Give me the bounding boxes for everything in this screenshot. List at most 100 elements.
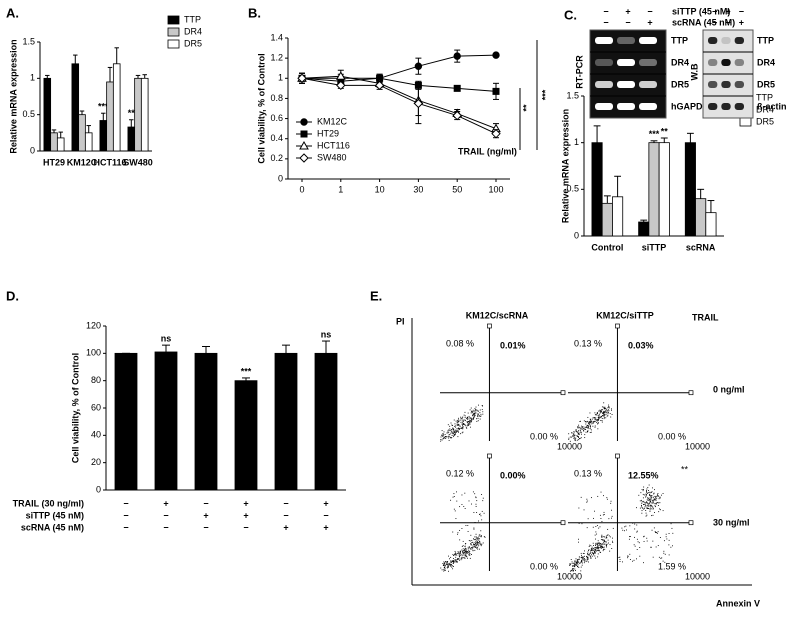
event-dot bbox=[605, 413, 607, 415]
event-dot bbox=[602, 547, 603, 549]
event-dot bbox=[572, 570, 574, 572]
event-dot bbox=[580, 557, 582, 559]
event-dot bbox=[474, 545, 476, 547]
event-dot bbox=[474, 536, 476, 538]
event-dot bbox=[668, 539, 670, 541]
event-dot bbox=[447, 429, 449, 431]
event-dot bbox=[590, 555, 591, 557]
event-dot bbox=[473, 544, 475, 545]
event-dot bbox=[477, 410, 479, 412]
event-dot bbox=[450, 437, 452, 439]
blot-band bbox=[721, 103, 731, 110]
event-dot bbox=[461, 556, 463, 558]
event-dot bbox=[467, 530, 469, 532]
event-dot bbox=[473, 543, 475, 545]
event-dot bbox=[464, 547, 466, 549]
event-dot bbox=[600, 543, 602, 545]
event-dot bbox=[654, 499, 656, 501]
event-dot bbox=[646, 490, 647, 492]
event-dot bbox=[571, 432, 573, 434]
event-dot bbox=[447, 432, 449, 434]
event-dot bbox=[464, 492, 466, 494]
event-dot bbox=[474, 414, 476, 416]
event-dot bbox=[596, 549, 598, 551]
event-dot bbox=[611, 414, 613, 415]
event-dot bbox=[459, 552, 461, 554]
event-dot bbox=[464, 411, 466, 413]
event-dot bbox=[442, 438, 444, 440]
event-dot bbox=[653, 498, 655, 500]
event-dot bbox=[454, 431, 456, 433]
event-dot bbox=[449, 562, 451, 564]
event-dot bbox=[608, 518, 610, 520]
event-dot bbox=[470, 543, 472, 545]
event-dot bbox=[591, 418, 593, 420]
event-dot bbox=[589, 425, 591, 427]
event-dot bbox=[643, 535, 645, 537]
event-dot bbox=[474, 410, 476, 412]
event-dot bbox=[572, 435, 574, 437]
blot-row-label: DR5 bbox=[671, 79, 689, 89]
event-dot bbox=[460, 559, 462, 561]
event-dot bbox=[581, 560, 583, 562]
event-dot bbox=[584, 555, 585, 557]
event-dot bbox=[591, 552, 593, 554]
event-dot bbox=[465, 555, 467, 556]
event-dot bbox=[596, 414, 598, 416]
bar bbox=[234, 380, 258, 491]
blot-band bbox=[639, 103, 657, 110]
event-dot bbox=[590, 552, 592, 554]
legend-label: DR4 bbox=[184, 26, 202, 36]
treatment-sign: − bbox=[725, 17, 730, 27]
event-dot bbox=[606, 544, 607, 546]
event-dot bbox=[644, 502, 646, 504]
event-dot bbox=[461, 554, 463, 556]
event-dot bbox=[458, 428, 460, 430]
condition-sign: − bbox=[163, 510, 168, 520]
event-dot bbox=[477, 413, 479, 415]
marker bbox=[297, 73, 307, 83]
event-dot bbox=[462, 550, 464, 552]
event-dot bbox=[444, 566, 446, 568]
event-dot bbox=[595, 531, 597, 533]
event-dot bbox=[594, 549, 596, 551]
event-dot bbox=[450, 429, 452, 430]
event-dot bbox=[579, 432, 581, 434]
treatment-sign: − bbox=[603, 17, 608, 27]
event-dot bbox=[444, 563, 445, 565]
event-dot bbox=[594, 419, 596, 421]
event-dot bbox=[473, 414, 475, 416]
event-dot bbox=[457, 424, 459, 426]
event-dot bbox=[626, 529, 627, 531]
event-dot bbox=[581, 559, 583, 561]
legend-label: HT29 bbox=[317, 128, 339, 138]
event-dot bbox=[462, 552, 464, 554]
event-dot bbox=[605, 417, 607, 419]
event-dot bbox=[597, 542, 599, 544]
event-dot bbox=[447, 424, 449, 426]
event-dot bbox=[643, 494, 645, 496]
event-dot bbox=[588, 428, 590, 430]
event-dot bbox=[649, 494, 651, 496]
event-dot bbox=[454, 561, 456, 563]
treatment-label: siTTP (45 nM) bbox=[672, 6, 730, 16]
event-dot bbox=[643, 501, 645, 503]
event-dot bbox=[575, 430, 577, 432]
event-dot bbox=[459, 529, 461, 531]
event-dot bbox=[568, 433, 570, 435]
event-dot bbox=[660, 557, 662, 559]
blot-band bbox=[595, 81, 613, 88]
legend-marker-group bbox=[300, 130, 308, 138]
event-dot bbox=[453, 508, 455, 510]
event-dot bbox=[643, 508, 645, 510]
event-dot bbox=[602, 539, 604, 540]
event-dot bbox=[478, 404, 479, 406]
event-dot bbox=[471, 539, 473, 541]
event-dot bbox=[594, 421, 596, 423]
event-dot bbox=[446, 563, 448, 565]
event-dot bbox=[643, 536, 645, 538]
y-tick-label: 1.5 bbox=[22, 36, 35, 46]
event-dot bbox=[602, 415, 604, 417]
event-dot bbox=[598, 550, 600, 552]
event-dot bbox=[592, 545, 594, 546]
